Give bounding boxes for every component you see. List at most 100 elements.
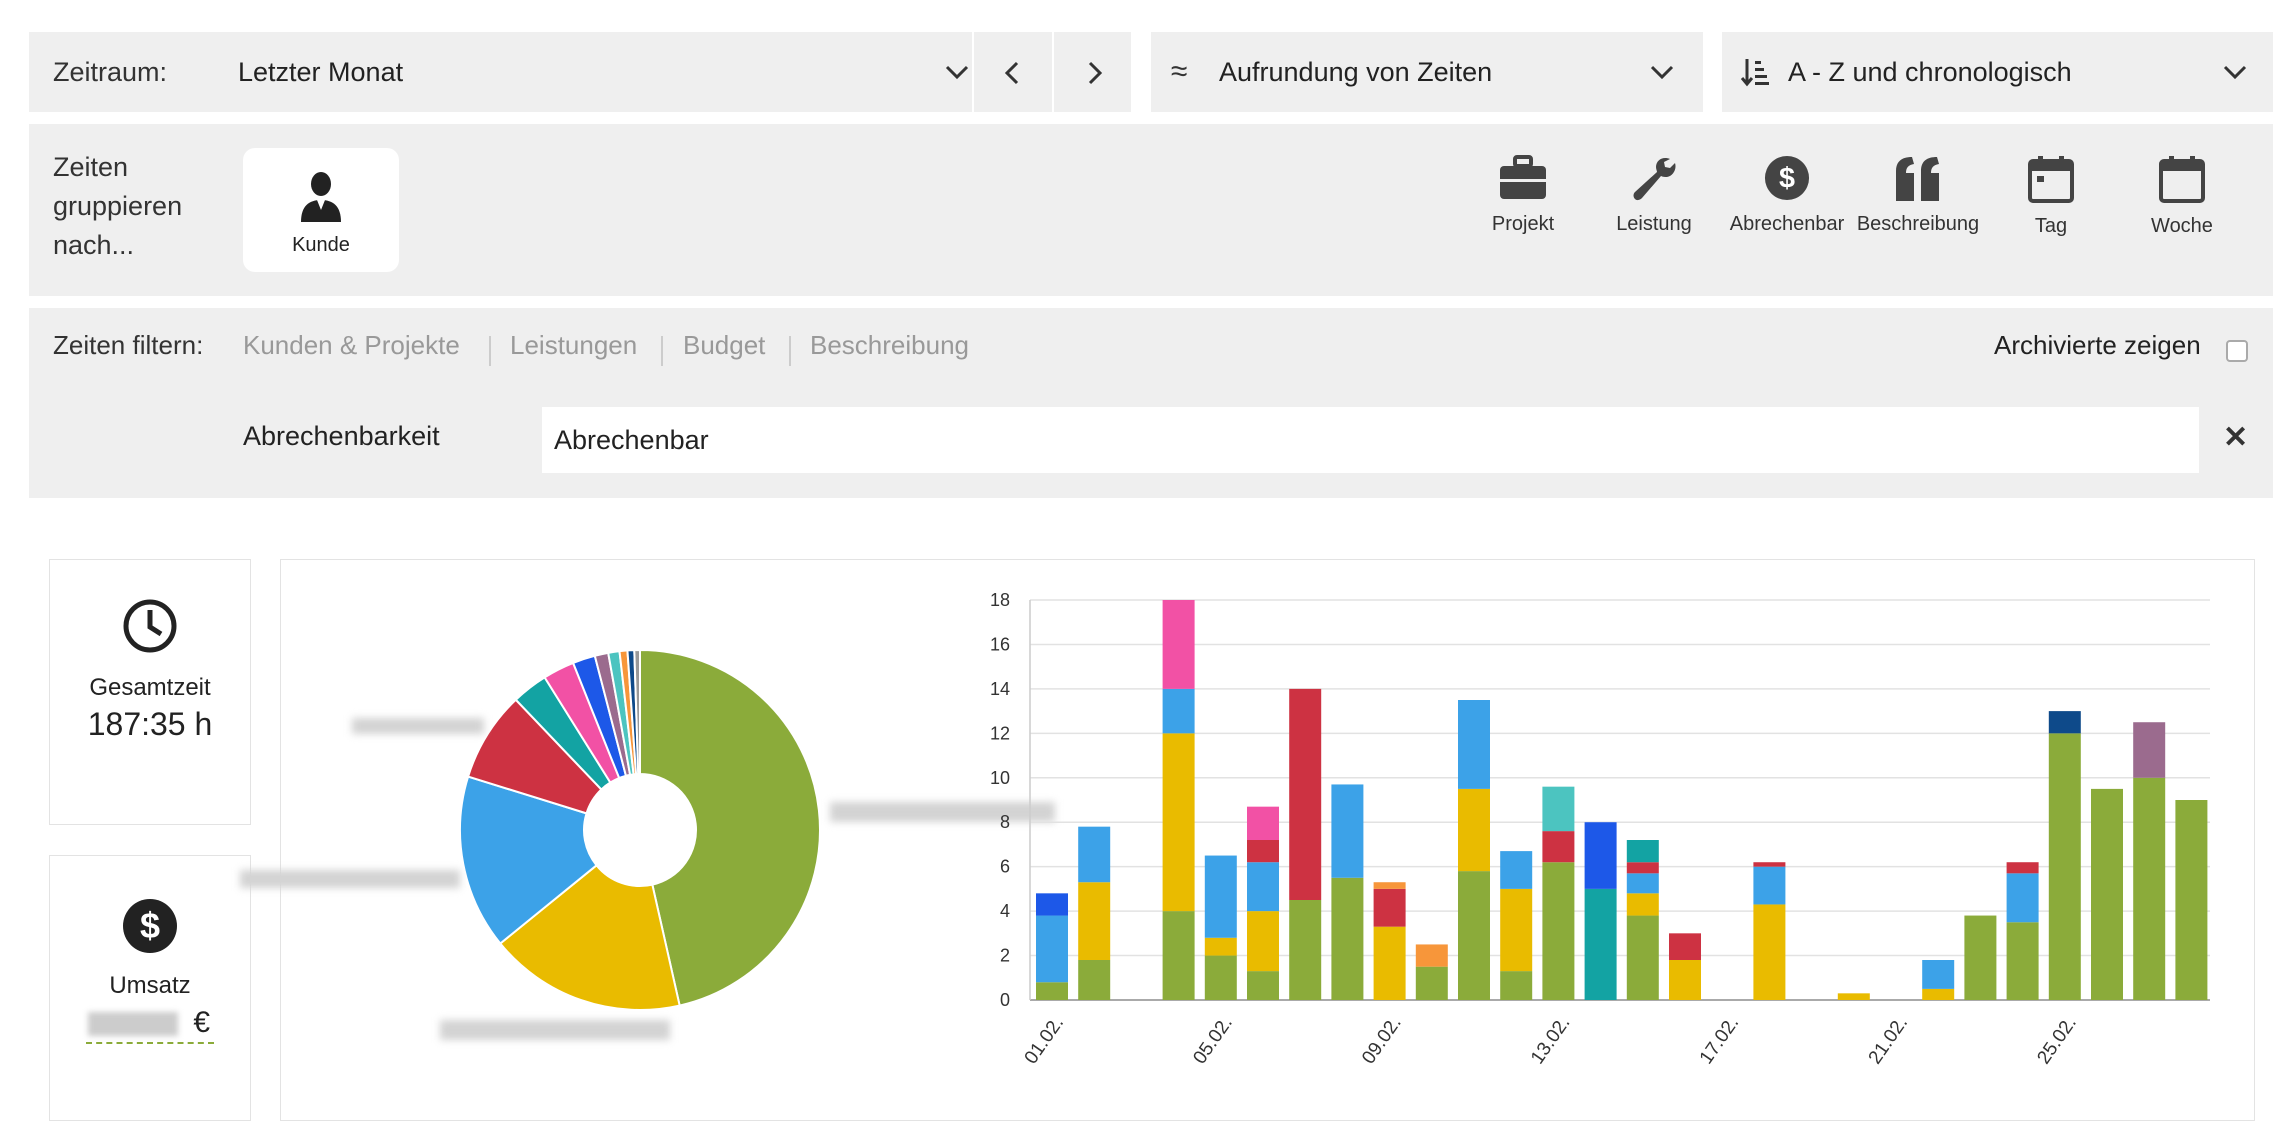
y-tick-label: 16: [990, 634, 1010, 654]
group-option-kunde[interactable]: Kunde: [243, 148, 399, 272]
pie-slice-0[interactable]: [639, 648, 821, 1007]
bar-segment[interactable]: [2175, 800, 2208, 1000]
bar-segment[interactable]: [1415, 944, 1448, 967]
chevron-left-icon: [1004, 61, 1019, 85]
bar-segment[interactable]: [1669, 960, 1701, 1000]
x-tick-label: 09.02.: [1358, 1013, 1406, 1068]
bar-segment[interactable]: [2091, 788, 2123, 1000]
group-option-projekt[interactable]: Projekt: [1458, 155, 1588, 236]
sorting-value: A - Z und chronologisch: [1788, 57, 2072, 87]
bar-segment[interactable]: [1247, 840, 1279, 863]
bar-segment[interactable]: [1331, 877, 1364, 1000]
bar-segment[interactable]: [1626, 862, 1659, 874]
bar-segment[interactable]: [1500, 851, 1533, 889]
bar-segment[interactable]: [1204, 937, 1237, 956]
bar-segment[interactable]: [1247, 806, 1279, 840]
bar-segment[interactable]: [1626, 915, 1659, 1000]
bar-segment[interactable]: [1331, 784, 1364, 878]
period-prev-button[interactable]: [974, 32, 1052, 112]
group-option-tag[interactable]: Tag: [1986, 155, 2116, 238]
group-option-woche[interactable]: Woche: [2117, 155, 2247, 238]
x-tick-label: 05.02.: [1189, 1013, 1237, 1068]
group-option-leistung[interactable]: Leistung: [1589, 155, 1719, 236]
bar-segment[interactable]: [1458, 700, 1490, 789]
bar-segment[interactable]: [1247, 862, 1279, 912]
bar-segment[interactable]: [1373, 888, 1406, 927]
y-tick-label: 14: [990, 679, 1010, 699]
bar-segment[interactable]: [1162, 600, 1195, 689]
billable-select[interactable]: Abrechenbar: [542, 407, 2199, 473]
period-next-button[interactable]: [1054, 32, 1131, 112]
bar-segment[interactable]: [1626, 893, 1659, 916]
sorting-dropdown[interactable]: A - Z und chronologisch: [1722, 32, 2273, 112]
bar-segment[interactable]: [2048, 711, 2081, 734]
pie-slice-2[interactable]: [459, 775, 598, 945]
bar-segment[interactable]: [2133, 722, 2166, 778]
filter-link-leistungen[interactable]: Leistungen: [510, 330, 638, 360]
person-icon: [301, 172, 341, 222]
bar-segment[interactable]: [1584, 822, 1617, 889]
calendar-week-icon: [2159, 156, 2205, 203]
pie-label-redacted: [352, 718, 484, 734]
filter-link-beschreibung[interactable]: Beschreibung: [810, 330, 969, 360]
bar-segment[interactable]: [1247, 911, 1279, 972]
bar-segment[interactable]: [1162, 733, 1195, 912]
rounding-dropdown[interactable]: ≈ Aufrundung von Zeiten: [1151, 32, 1703, 112]
bar-segment[interactable]: [2006, 922, 2039, 1000]
bar-segment[interactable]: [1542, 862, 1575, 1000]
group-option-label: Kunde: [292, 234, 350, 256]
bar-segment[interactable]: [1626, 873, 1659, 894]
bar-segment[interactable]: [1542, 786, 1575, 832]
bar-segment[interactable]: [1669, 933, 1701, 960]
bar-segment[interactable]: [2006, 873, 2039, 923]
bar-segment[interactable]: [1964, 915, 1997, 1000]
filter-link-kunden-projekte[interactable]: Kunden & Projekte: [243, 330, 460, 360]
bar-segment[interactable]: [1373, 926, 1406, 1000]
bar-segment[interactable]: [1036, 982, 1068, 1000]
bar-segment[interactable]: [1036, 915, 1068, 983]
bar-segment[interactable]: [1078, 826, 1111, 883]
bar-segment[interactable]: [2006, 862, 2039, 874]
period-dropdown[interactable]: Letzter Monat: [224, 32, 994, 112]
bar-segment[interactable]: [1500, 971, 1533, 1000]
bar-segment[interactable]: [2133, 777, 2166, 1000]
bar-segment[interactable]: [1753, 904, 1786, 1000]
bar-segment[interactable]: [1500, 888, 1533, 972]
bar-segment[interactable]: [1247, 971, 1279, 1000]
bar-segment[interactable]: [1036, 893, 1068, 916]
bar-segment[interactable]: [1415, 966, 1448, 1000]
svg-text:$: $: [140, 905, 160, 946]
bar-segment[interactable]: [1458, 871, 1490, 1000]
bar-segment[interactable]: [1922, 960, 1955, 989]
bar-segment[interactable]: [1458, 788, 1490, 872]
bar-segment[interactable]: [1584, 888, 1617, 1000]
period-selector: Zeitraum: Letzter Monat: [29, 32, 1131, 112]
bar-segment[interactable]: [1204, 955, 1237, 1000]
archived-checkbox[interactable]: [2226, 340, 2248, 362]
bar-segment[interactable]: [1542, 831, 1575, 863]
bar-segment[interactable]: [1753, 866, 1786, 905]
group-option-abrechenbar[interactable]: $ Abrechenbar: [1722, 155, 1852, 236]
pie-slice-1[interactable]: [498, 863, 681, 1011]
pie-slice-11[interactable]: [633, 648, 641, 776]
bar-segment[interactable]: [2048, 733, 2081, 1000]
y-tick-label: 18: [990, 590, 1010, 610]
bar-segment[interactable]: [1078, 960, 1111, 1000]
bar-segment[interactable]: [1753, 862, 1786, 867]
bar-segment[interactable]: [1837, 993, 1870, 1000]
group-option-beschreibung[interactable]: Beschreibung: [1853, 155, 1983, 236]
filter-link-budget[interactable]: Budget: [683, 330, 766, 360]
bar-segment[interactable]: [1626, 840, 1659, 863]
bar-segment[interactable]: [1922, 988, 1955, 1000]
clear-filter-icon[interactable]: ✕: [2223, 421, 2249, 454]
bar-segment[interactable]: [1078, 882, 1111, 960]
bar-segment[interactable]: [1373, 882, 1406, 889]
bar-segment[interactable]: [1204, 855, 1237, 938]
chevron-down-icon: [2223, 65, 2247, 80]
bar-segment[interactable]: [1289, 900, 1322, 1000]
grouping-label: Zeiten gruppieren nach...: [53, 148, 182, 265]
bar-segment[interactable]: [1162, 688, 1195, 734]
bar-segment[interactable]: [1289, 688, 1322, 900]
bar-segment[interactable]: [1162, 911, 1195, 1000]
x-tick-label: 13.02.: [1527, 1013, 1575, 1068]
